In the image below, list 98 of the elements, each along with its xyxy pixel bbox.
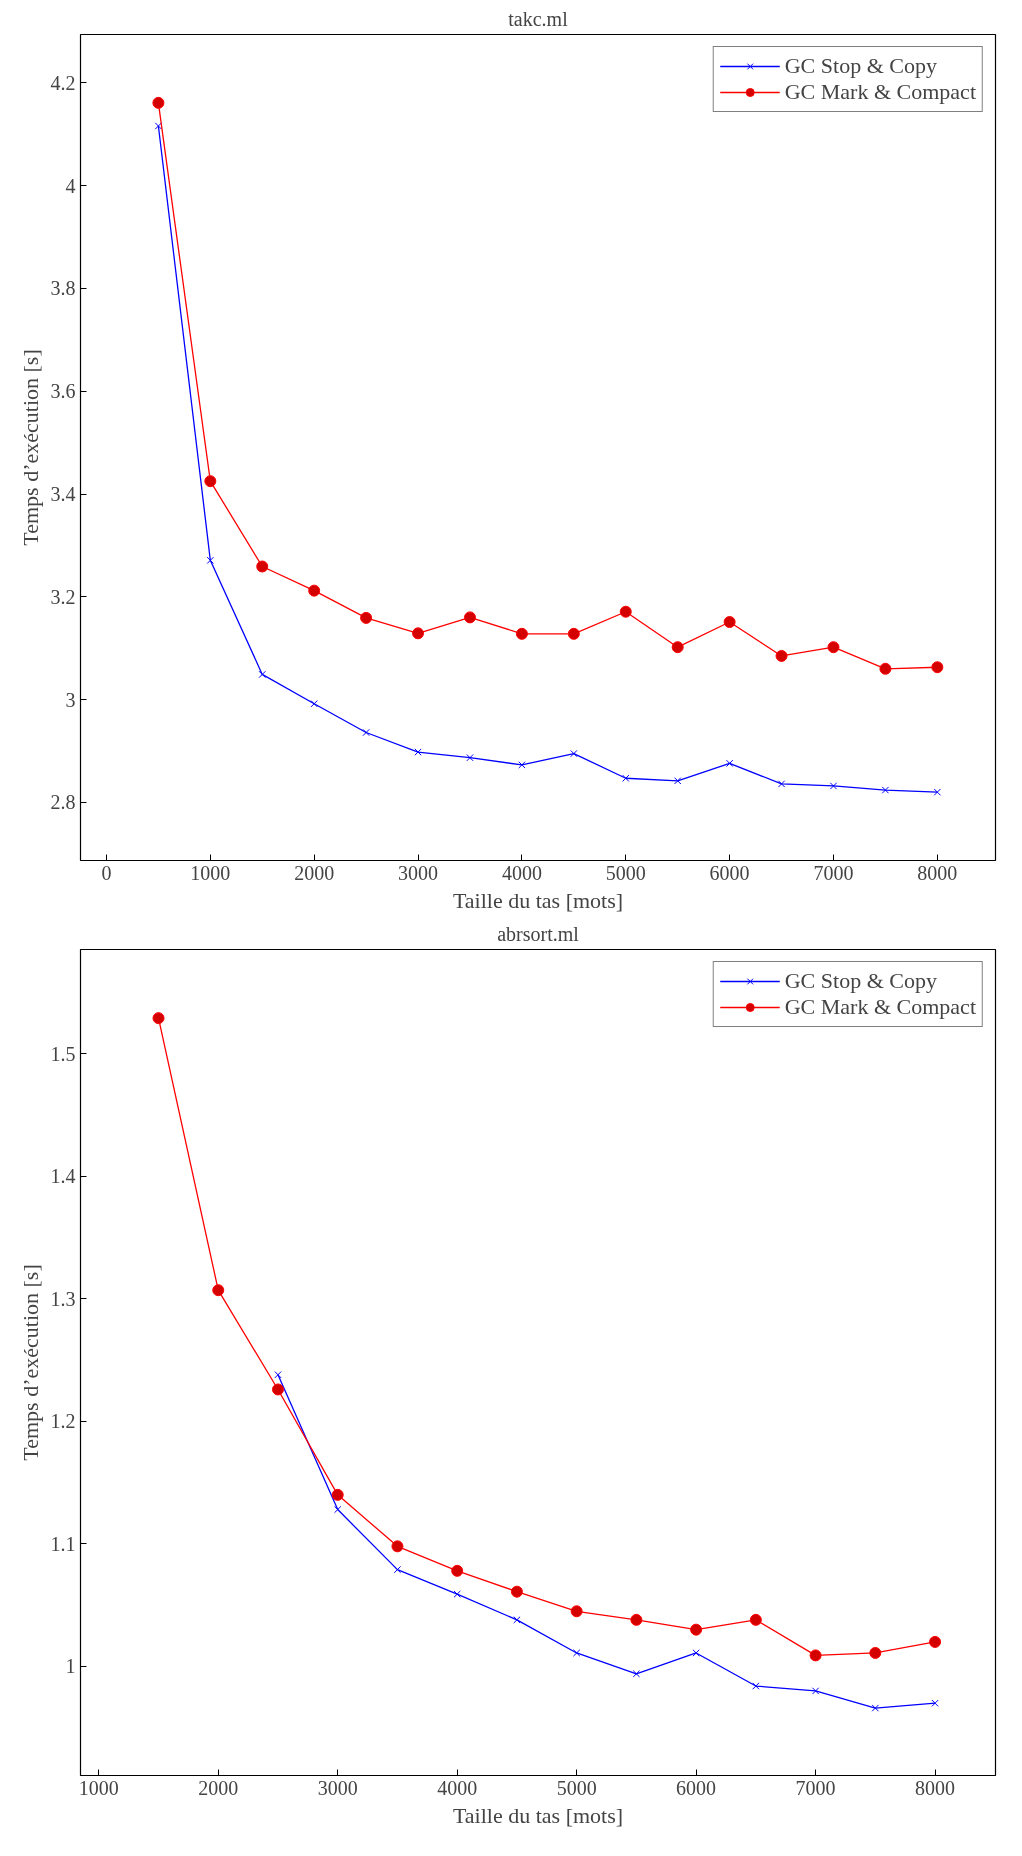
point (391, 1540, 404, 1553)
x-tick-label: 6000 (709, 861, 750, 884)
point (671, 641, 684, 654)
point (154, 122, 163, 130)
point (933, 788, 942, 796)
point (752, 1682, 760, 1690)
point (881, 786, 890, 794)
x-tick-label: 2000 (198, 1776, 239, 1799)
x-tick-label: 0 (101, 861, 112, 884)
point (362, 728, 370, 737)
x-tick-label: 5000 (605, 861, 646, 884)
point (513, 1616, 521, 1624)
point (570, 1605, 583, 1618)
x-tick-label: 6000 (676, 1776, 717, 1799)
point (567, 627, 580, 640)
point (692, 1649, 700, 1657)
point (869, 1646, 882, 1659)
point (777, 780, 786, 788)
y-tick-label: 1.5 (50, 1042, 76, 1065)
point (463, 611, 476, 624)
point (570, 749, 578, 758)
point (274, 1371, 282, 1379)
y-axis-title: Temps d’exécution [s] (17, 1264, 43, 1461)
point (451, 1564, 464, 1577)
x-tick-label: 8000 (915, 1776, 956, 1799)
point (510, 1585, 523, 1598)
point (206, 556, 215, 565)
point (775, 649, 788, 662)
point (334, 1505, 342, 1514)
x-tick-label: 2000 (294, 861, 335, 884)
chart-title: takc.ml (508, 7, 569, 30)
point (453, 1590, 461, 1598)
point (931, 1699, 939, 1707)
point (258, 670, 266, 679)
x-tick-label: 8000 (917, 861, 958, 884)
point (871, 1704, 879, 1712)
x-tick-label: 7000 (795, 1776, 836, 1799)
point (271, 1383, 284, 1396)
point (152, 1012, 165, 1025)
point (723, 616, 736, 628)
legend-label: GC Stop & Copy (784, 53, 937, 79)
point (393, 1565, 402, 1574)
chart-title: abrsort.ml (497, 922, 580, 945)
x-tick-label: 1000 (190, 861, 231, 884)
point (690, 1623, 703, 1636)
point (725, 759, 734, 768)
y-tick-label: 1.4 (50, 1165, 76, 1188)
y-tick-label: 1.1 (50, 1532, 76, 1555)
y-tick-label: 2.8 (50, 791, 76, 814)
y-axis-title: Temps d’exécution [s] (17, 349, 43, 546)
y-tick-label: 4 (65, 174, 76, 197)
point (674, 777, 682, 785)
point (827, 641, 840, 654)
x-axis-title: Taille du tas [mots] (452, 887, 624, 913)
point (256, 560, 269, 573)
y-tick-label: 3.2 (50, 585, 76, 608)
point (929, 1635, 942, 1648)
x-tick-label: 4000 (501, 861, 542, 884)
y-tick-label: 1 (65, 1655, 76, 1678)
point (619, 605, 632, 618)
y-tick-label: 1.3 (50, 1287, 76, 1310)
point (412, 627, 425, 640)
y-tick-label: 1.2 (50, 1410, 76, 1433)
point (879, 662, 892, 675)
point (515, 627, 528, 640)
point (308, 584, 321, 597)
point (204, 475, 217, 488)
point (572, 1649, 581, 1657)
point (749, 1613, 762, 1626)
point (518, 761, 526, 769)
legend-label: GC Mark & Compact (784, 994, 976, 1020)
point (632, 1670, 641, 1678)
x-tick-label: 5000 (556, 1776, 597, 1799)
legend-label: GC Mark & Compact (784, 79, 976, 105)
x-axis-title: Taille du tas [mots] (452, 1802, 624, 1828)
x-tick-label: 3000 (398, 861, 439, 884)
y-tick-label: 4.2 (50, 71, 76, 94)
point (331, 1488, 344, 1501)
point (466, 754, 474, 762)
point (809, 1649, 822, 1662)
x-tick-label: 3000 (317, 1776, 358, 1799)
x-tick-label: 7000 (813, 861, 854, 884)
point (630, 1613, 643, 1626)
point (152, 96, 165, 109)
point (622, 774, 630, 782)
x-tick-label: 1000 (78, 1776, 119, 1799)
y-tick-label: 3.4 (50, 483, 76, 506)
point (931, 661, 944, 674)
y-tick-label: 3 (65, 688, 76, 711)
legend-label: GC Stop & Copy (784, 968, 937, 994)
x-tick-label: 4000 (437, 1776, 478, 1799)
point (310, 700, 318, 708)
y-tick-label: 3.6 (50, 380, 76, 403)
y-tick-label: 3.8 (50, 277, 76, 300)
point (829, 782, 838, 790)
point (811, 1687, 820, 1695)
point (360, 611, 373, 624)
point (212, 1284, 225, 1297)
